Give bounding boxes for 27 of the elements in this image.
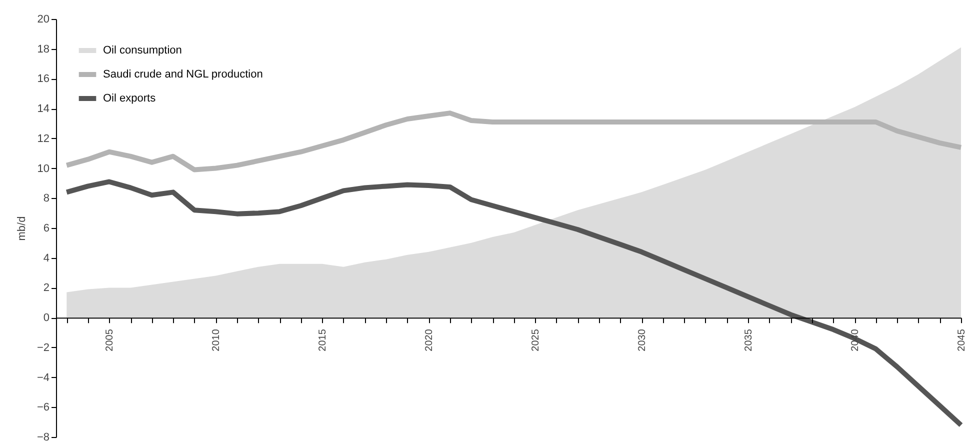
x-tick-label: 2030	[637, 328, 648, 352]
x-tick-label: 2020	[424, 328, 436, 352]
y-tick-label: 16	[37, 73, 50, 86]
legend-label: Oil exports	[103, 92, 156, 104]
y-tick-label: 6	[43, 222, 50, 234]
y-tick-label: −8	[36, 432, 50, 444]
x-tick-label: 2005	[104, 328, 116, 352]
legend-label: Saudi crude and NGL production	[103, 68, 263, 80]
y-tick-label: 18	[37, 43, 50, 56]
x-tick-label: 2015	[318, 328, 329, 352]
y-tick-label: 2	[43, 282, 50, 294]
y-tick-label: −2	[36, 342, 50, 354]
y-tick-label: 10	[37, 162, 50, 175]
y-tick-label: 12	[37, 132, 50, 145]
legend-label: Oil consumption	[103, 44, 182, 56]
y-tick-label: 0	[43, 312, 50, 324]
x-tick-label: 2025	[530, 328, 542, 352]
y-tick-label: −4	[36, 372, 50, 384]
x-tick-label: 2045	[956, 328, 966, 352]
y-tick-label: 20	[37, 14, 50, 26]
y-axis-title: mb/d	[16, 216, 28, 241]
y-tick-label: 8	[43, 192, 50, 205]
y-tick-label: 4	[43, 252, 50, 264]
y-tick-label: 14	[37, 103, 50, 116]
y-tick-label: −6	[36, 402, 50, 414]
x-tick-label: 2010	[211, 328, 222, 352]
x-tick-label: 2035	[744, 328, 755, 352]
